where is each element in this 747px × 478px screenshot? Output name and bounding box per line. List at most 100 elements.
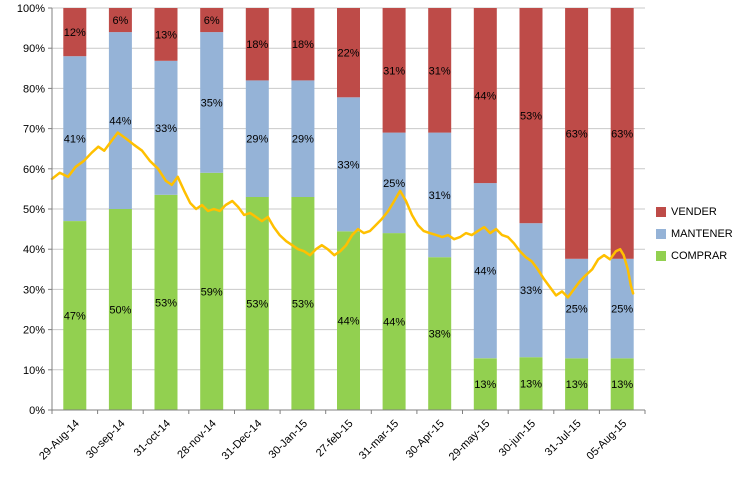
bar-segment-comprar	[473, 358, 497, 410]
bar-segment-vender	[63, 8, 87, 57]
legend-swatch-mantener	[656, 229, 666, 239]
y-tick-label: 30%	[23, 284, 45, 296]
bar-label: 59%	[201, 286, 223, 298]
bar-label: 44%	[109, 116, 131, 128]
x-tick-label: 27-feb-15	[314, 418, 356, 460]
bar-label: 25%	[566, 304, 588, 316]
bar-segment-vender	[108, 8, 132, 33]
y-tick-label: 100%	[17, 3, 45, 15]
bar-segment-mantener	[154, 60, 178, 195]
bar-segment-vender	[245, 8, 269, 81]
bar-segment-comprar	[565, 358, 589, 410]
y-tick-label: 70%	[23, 124, 45, 136]
bar-segment-comprar	[337, 231, 360, 410]
bar-labels: 47% 41% 12% 50% 44% 6% 53% 33% 13% 59% 35% 6% 53% 29%…	[64, 15, 634, 391]
y-tick-label: 50%	[23, 204, 45, 216]
bar-label: 13%	[155, 29, 177, 41]
x-tick-label: 30-jun-15	[497, 418, 538, 459]
x-tick-label: 31-Dec-14	[220, 418, 265, 463]
bar-label: 44%	[474, 266, 496, 278]
bar-label: 63%	[611, 128, 633, 140]
bar-segment-mantener	[337, 97, 360, 232]
bar-segment-comprar	[519, 357, 543, 410]
bar-label: 53%	[292, 299, 314, 311]
bar-segment-vender	[154, 8, 178, 61]
bar-label: 33%	[155, 123, 177, 135]
price-line	[50, 131, 635, 299]
bar-segment-vender	[382, 8, 406, 133]
legend-item-mantener: MANTENER	[656, 228, 733, 240]
bar-label: 44%	[474, 91, 496, 103]
y-tick-label: 10%	[23, 365, 45, 377]
bar-segment-mantener	[382, 132, 406, 234]
bar-label: 38%	[429, 329, 451, 341]
x-tick-label: 31-Jul-15	[543, 418, 584, 459]
bar-label: 63%	[566, 128, 588, 140]
bar-label: 35%	[201, 98, 223, 110]
y-tick-label: 80%	[23, 83, 45, 95]
bar-label: 31%	[383, 65, 405, 77]
bar-segment-comprar	[245, 196, 269, 410]
legend-label-mantener: MANTENER	[671, 228, 733, 240]
y-tick-label: 20%	[23, 325, 45, 337]
bar-label: 53%	[155, 297, 177, 309]
bar-label: 13%	[520, 379, 542, 391]
bar-segment-mantener	[428, 132, 452, 258]
bar-segment-comprar	[200, 172, 224, 410]
legend-item-comprar: COMPRAR	[656, 250, 733, 262]
x-tick-label: 30-Jan-15	[267, 418, 311, 462]
bar-label: 47%	[64, 311, 86, 323]
bar-segment-vender	[565, 8, 589, 259]
bar-segment-vender	[200, 8, 224, 33]
x-axis: 29-Aug-14 30-sep-14 31-oct-14 28-nov-14 31-D…	[37, 409, 646, 463]
legend-swatch-vender	[656, 207, 666, 217]
bar-segment-comprar	[610, 358, 634, 410]
bar-label: 25%	[383, 178, 405, 190]
bar-label: 13%	[566, 379, 588, 391]
legend-item-vender: VENDER	[656, 206, 733, 218]
y-tick-label: 40%	[23, 244, 45, 256]
x-tick-label: 30-Apr-15	[404, 418, 447, 461]
y-axis: 0% 10% 20% 30% 40% 50% 60% 70% 80% 90% 100%	[17, 3, 53, 417]
bar-label: 29%	[292, 134, 314, 146]
bar-label: 29%	[246, 134, 268, 146]
bar-segment-vender	[337, 8, 360, 98]
bar-segment-vender	[473, 8, 497, 184]
bar-label: 44%	[383, 317, 405, 329]
bar-segment-vender	[428, 8, 452, 133]
bar-segment-comprar	[291, 196, 315, 410]
x-tick-label: 28-nov-14	[175, 418, 219, 462]
bar-segment-mantener	[245, 80, 269, 197]
bar-segment-mantener	[108, 32, 132, 209]
bar-segment-mantener	[63, 56, 87, 222]
legend: VENDER MANTENER COMPRAR	[656, 206, 733, 262]
bar-label: 53%	[246, 299, 268, 311]
bar-segment-vender	[610, 8, 634, 259]
bar-label: 53%	[520, 111, 542, 123]
y-tick-label: 90%	[23, 43, 45, 55]
x-tick-label: 30-sep-14	[84, 418, 128, 462]
legend-label-comprar: COMPRAR	[671, 250, 728, 262]
bars-layer	[63, 8, 634, 410]
bar-label: 18%	[246, 39, 268, 51]
bar-label: 6%	[204, 15, 220, 27]
bar-segment-comprar	[63, 221, 87, 410]
bar-label: 6%	[112, 15, 128, 27]
y-tick-label: 60%	[23, 164, 45, 176]
legend-swatch-comprar	[656, 251, 666, 261]
bar-segment-mantener	[565, 258, 589, 359]
bar-segment-mantener	[473, 183, 497, 359]
bar-label: 44%	[337, 316, 359, 328]
bar-label: 13%	[474, 379, 496, 391]
bar-segment-vender	[291, 8, 315, 81]
bar-label: 22%	[337, 48, 359, 60]
bar-segment-vender	[519, 8, 543, 224]
bar-segment-mantener	[610, 258, 634, 359]
bar-label: 50%	[109, 305, 131, 317]
bar-segment-comprar	[428, 257, 452, 410]
bar-label: 18%	[292, 39, 314, 51]
bar-segment-comprar	[154, 194, 178, 410]
x-tick-label: 29-Aug-14	[37, 418, 82, 463]
